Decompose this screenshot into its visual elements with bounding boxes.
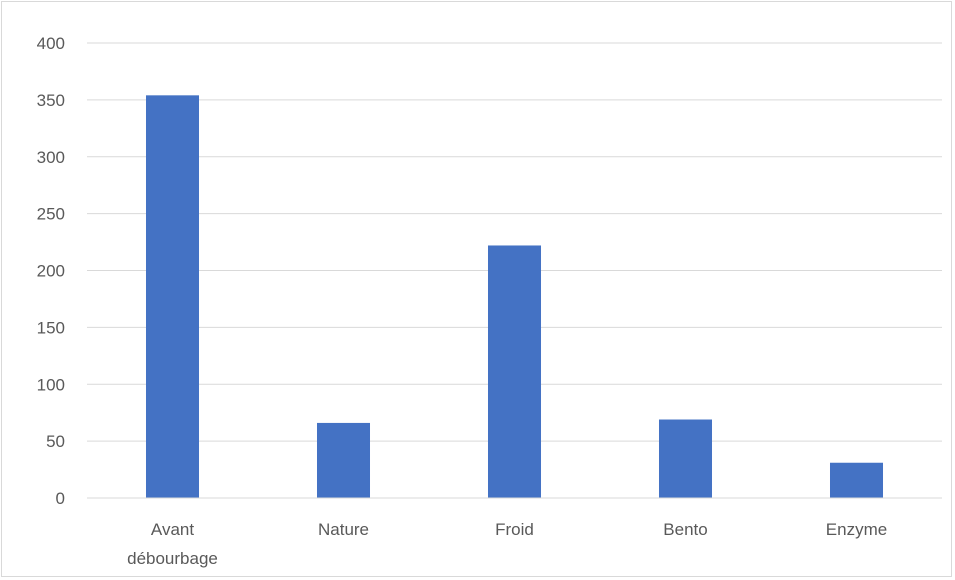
x-category-label: Avant	[151, 520, 194, 539]
y-tick-label: 350	[37, 91, 65, 110]
x-category-label: Froid	[495, 520, 534, 539]
bar	[487, 245, 542, 498]
bar	[658, 419, 713, 498]
x-category-label: débourbage	[127, 549, 218, 568]
y-tick-label: 300	[37, 148, 65, 167]
y-tick-label: 0	[56, 489, 65, 508]
x-category-label: Nature	[318, 520, 369, 539]
y-tick-label: 150	[37, 318, 65, 337]
x-axis-category-labels: Avant débourbage Nature Froid Bento Enzyme	[127, 520, 887, 568]
y-axis-tick-labels: 0 50 100 150 200 250 300 350 400	[37, 34, 65, 508]
bar	[829, 462, 884, 498]
x-category-label: Bento	[663, 520, 707, 539]
y-tick-label: 250	[37, 205, 65, 224]
bars	[145, 95, 884, 498]
x-category-label: Enzyme	[826, 520, 887, 539]
y-tick-label: 400	[37, 34, 65, 53]
y-tick-label: 50	[46, 432, 65, 451]
bar	[145, 95, 200, 498]
y-tick-label: 100	[37, 375, 65, 394]
y-tick-label: 200	[37, 262, 65, 281]
bar	[316, 422, 371, 498]
